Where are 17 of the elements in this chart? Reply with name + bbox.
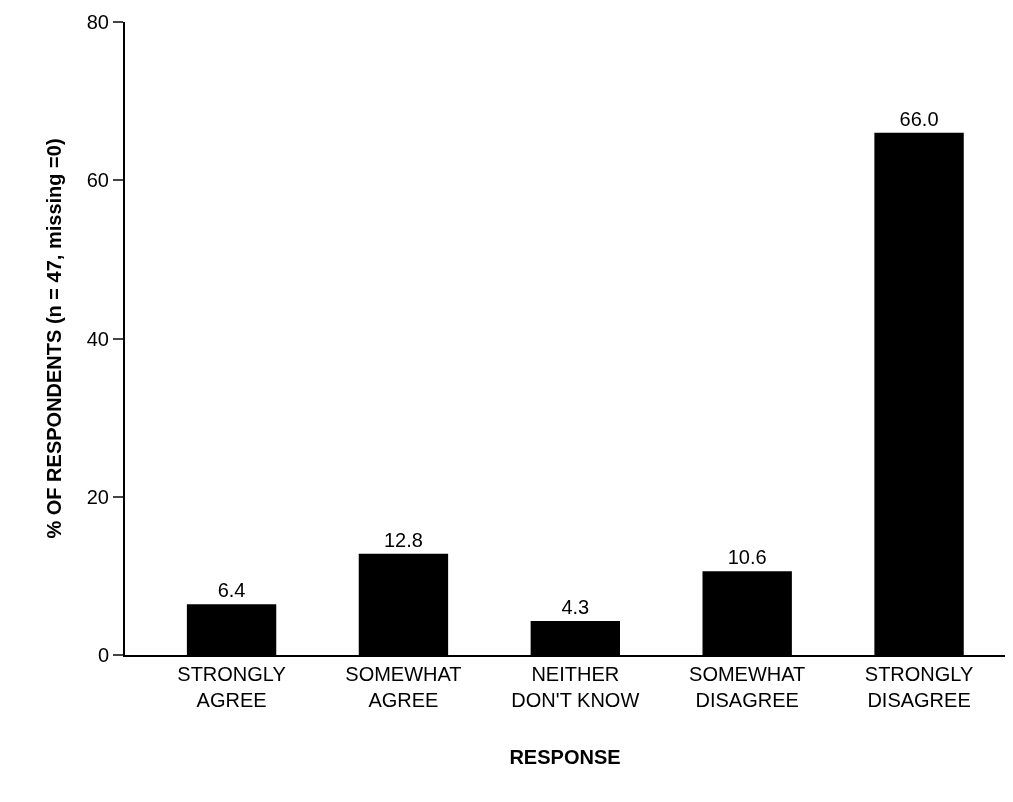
x-tick-label: SOMEWHAT DISAGREE <box>689 663 806 711</box>
y-tick-label: 20 <box>86 485 109 508</box>
x-tick-label: SOMEWHAT AGREE <box>345 663 462 711</box>
data-label: 6.4 <box>217 579 246 602</box>
y-axis-title: % OF RESPONDENTS (n = 47, missing =0) <box>42 138 65 539</box>
data-label: 10.6 <box>727 546 767 569</box>
y-tick-label: 60 <box>86 169 109 192</box>
data-label: 66.0 <box>899 107 939 130</box>
y-tick-label: 40 <box>86 327 109 350</box>
x-tick-label: NEITHER DON'T KNOW <box>511 663 640 711</box>
data-label: 12.8 <box>383 528 423 551</box>
x-tick-label: STRONGLY DISAGREE <box>864 663 974 711</box>
x-tick-label: STRONGLY AGREE <box>177 663 286 711</box>
y-tick-label: 80 <box>86 11 109 33</box>
data-label: 4.3 <box>561 595 590 618</box>
x-axis-title: RESPONSE <box>509 746 621 768</box>
y-tick-label: 0 <box>97 644 109 666</box>
